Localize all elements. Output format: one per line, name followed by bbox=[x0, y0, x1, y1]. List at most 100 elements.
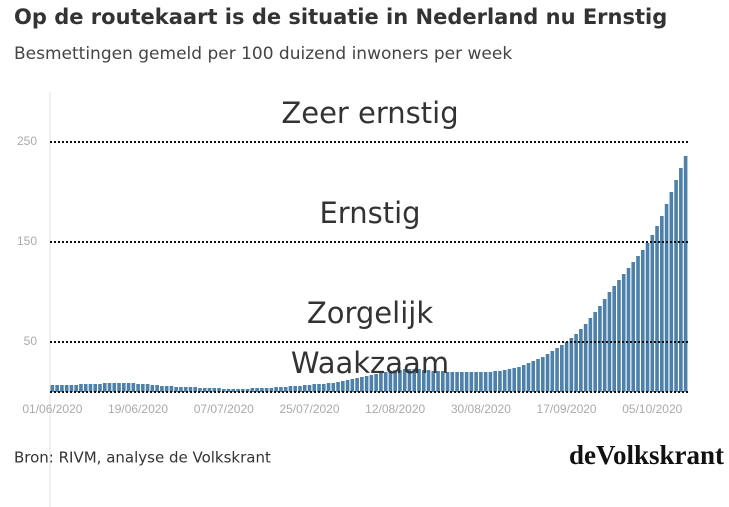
bar bbox=[550, 351, 555, 392]
bar bbox=[207, 388, 212, 392]
bar bbox=[664, 204, 669, 392]
bar bbox=[364, 376, 369, 392]
bar bbox=[440, 371, 445, 392]
bar bbox=[164, 386, 169, 392]
bar bbox=[512, 368, 517, 392]
level-label: Ernstig bbox=[319, 196, 420, 230]
bar bbox=[231, 389, 236, 392]
bar bbox=[636, 256, 640, 392]
bar bbox=[136, 384, 140, 392]
bar bbox=[79, 384, 83, 392]
bar bbox=[531, 361, 536, 392]
bar bbox=[226, 389, 231, 392]
bar bbox=[50, 385, 55, 392]
bar bbox=[269, 388, 274, 392]
x-tick-label: 12/08/2020 bbox=[365, 402, 425, 416]
bar bbox=[302, 385, 307, 392]
bar bbox=[555, 348, 559, 392]
bar bbox=[679, 168, 683, 392]
x-tick-label: 05/10/2020 bbox=[622, 402, 682, 416]
x-tick-label: 19/06/2020 bbox=[108, 402, 168, 416]
bar bbox=[160, 386, 164, 392]
bar bbox=[426, 370, 431, 392]
bar bbox=[121, 383, 126, 392]
bar bbox=[74, 385, 78, 392]
bar bbox=[345, 380, 350, 392]
bar bbox=[445, 372, 450, 392]
bar bbox=[369, 375, 374, 392]
bar bbox=[626, 268, 631, 392]
bar bbox=[593, 312, 597, 392]
bar bbox=[464, 372, 469, 392]
bar bbox=[569, 338, 574, 392]
bar bbox=[183, 387, 188, 392]
bar bbox=[640, 250, 645, 392]
level-label: Zorgelijk bbox=[307, 296, 433, 330]
bar bbox=[383, 372, 388, 392]
bar bbox=[469, 372, 474, 392]
bar bbox=[602, 299, 607, 392]
bar bbox=[355, 378, 359, 392]
bar bbox=[483, 372, 488, 392]
bar bbox=[669, 192, 674, 392]
bar bbox=[107, 383, 112, 392]
bar bbox=[431, 371, 436, 392]
bar bbox=[645, 243, 650, 392]
bar bbox=[379, 373, 383, 392]
bar bbox=[455, 372, 459, 392]
level-label: Zeer ernstig bbox=[281, 96, 458, 130]
bar bbox=[174, 387, 178, 392]
bar bbox=[655, 226, 659, 392]
bar bbox=[326, 383, 331, 392]
bar bbox=[421, 370, 426, 392]
bar bbox=[198, 388, 202, 392]
source: Bron: RIVM, analyse de Volkskrant bbox=[14, 449, 271, 467]
bar bbox=[393, 370, 397, 392]
bar bbox=[221, 389, 226, 392]
bar bbox=[540, 357, 545, 392]
bar bbox=[521, 365, 526, 392]
bar bbox=[631, 262, 636, 392]
bar bbox=[83, 384, 88, 392]
bar bbox=[169, 386, 174, 392]
bar bbox=[488, 372, 493, 392]
bar bbox=[288, 386, 293, 392]
bar bbox=[321, 384, 326, 392]
bar bbox=[479, 372, 483, 392]
bar bbox=[374, 374, 378, 392]
bar bbox=[255, 388, 259, 392]
bar bbox=[545, 354, 550, 392]
bar bbox=[650, 235, 655, 392]
bar bbox=[474, 372, 478, 392]
level-label: Waakzaam bbox=[291, 346, 449, 380]
bar bbox=[460, 372, 464, 392]
bar bbox=[507, 369, 512, 392]
bar bbox=[502, 370, 507, 392]
bar bbox=[407, 369, 412, 392]
bar bbox=[350, 379, 355, 392]
bar bbox=[588, 318, 593, 392]
bar bbox=[88, 384, 93, 392]
bar bbox=[498, 371, 502, 392]
chart-subtitle: Besmettingen gemeld per 100 duizend inwo… bbox=[14, 44, 512, 64]
bar bbox=[683, 156, 688, 392]
bar bbox=[217, 388, 221, 392]
bar bbox=[264, 388, 269, 392]
bar bbox=[245, 389, 250, 392]
y-tick-label: 250 bbox=[17, 134, 37, 148]
bar bbox=[617, 280, 621, 392]
bar bbox=[417, 369, 421, 392]
bar bbox=[141, 384, 145, 392]
bar bbox=[283, 387, 288, 392]
bar bbox=[193, 387, 198, 392]
bar bbox=[341, 381, 345, 392]
bar bbox=[564, 342, 569, 392]
bar bbox=[69, 385, 74, 392]
bar bbox=[250, 388, 255, 392]
logo: deVolkskrant bbox=[569, 440, 724, 470]
bar bbox=[579, 329, 583, 392]
chart-title: Op de routekaart is de situatie in Neder… bbox=[14, 5, 667, 29]
bar bbox=[55, 385, 59, 392]
